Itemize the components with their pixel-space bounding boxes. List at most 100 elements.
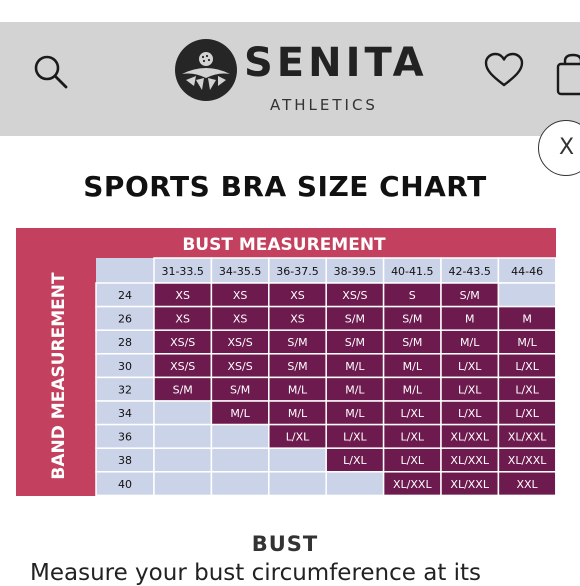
- size-cell-label: L/XL: [401, 454, 425, 467]
- size-cell-label: L/XL: [515, 360, 539, 373]
- band-measurement-header: [16, 258, 96, 496]
- site-header: SENITA ATHLETICS: [0, 22, 580, 136]
- bust-column-label: 34-35.5: [219, 265, 261, 278]
- empty-cell: [153, 423, 213, 449]
- size-cell-label: XL/XXL: [393, 478, 432, 491]
- bust-column-label: 42-43.5: [448, 265, 490, 278]
- size-cell-label: S/M: [402, 313, 422, 326]
- size-cell-label: M/L: [403, 360, 423, 373]
- band-row-label: 36: [118, 431, 132, 444]
- size-cell-label: M/L: [288, 383, 308, 396]
- size-cell-label: XS/S: [227, 336, 252, 349]
- close-button[interactable]: X: [538, 120, 580, 176]
- size-cell-label: S: [409, 289, 416, 302]
- size-cell: [497, 471, 556, 496]
- empty-cell: [153, 471, 213, 496]
- band-row-label: 40: [118, 478, 132, 491]
- size-cell-label: XS: [290, 289, 305, 302]
- size-cell-label: XL/XXL: [450, 431, 489, 444]
- size-cell-label: XS/S: [227, 360, 252, 373]
- size-cell-label: M/L: [403, 383, 423, 396]
- brand-subtitle: ATHLETICS: [270, 96, 378, 114]
- empty-cell: [497, 282, 556, 308]
- size-cell-label: L/XL: [515, 383, 539, 396]
- bust-column-header: [497, 257, 556, 284]
- empty-cell: [268, 447, 327, 473]
- size-cell-label: S/M: [287, 360, 307, 373]
- band-row-label: 34: [118, 407, 132, 420]
- heart-icon[interactable]: [484, 52, 524, 88]
- band-row-label: 24: [118, 289, 132, 302]
- size-cell-label: XL/XXL: [508, 431, 547, 444]
- band-row-label: 38: [118, 454, 132, 467]
- empty-cell: [210, 423, 270, 449]
- size-cell-label: L/XL: [343, 454, 367, 467]
- bust-column-label: 31-33.5: [161, 265, 203, 278]
- size-cell-label: S/M: [460, 289, 480, 302]
- size-cell-label: XS: [233, 313, 248, 326]
- size-cell-label: XS/S: [170, 336, 195, 349]
- section-title: BUST: [251, 532, 319, 556]
- band-measurement-label: BAND MEASUREMENT: [49, 272, 69, 480]
- band-row-label: 28: [118, 336, 132, 349]
- empty-cell: [210, 447, 270, 473]
- size-cell-label: M/L: [345, 360, 365, 373]
- size-cell-label: S/M: [345, 336, 365, 349]
- size-cell-label: M/L: [230, 407, 250, 420]
- size-cell-label: XL/XXL: [508, 454, 547, 467]
- size-cell-label: L/XL: [343, 431, 367, 444]
- size-cell-label: S/M: [173, 383, 193, 396]
- size-cell-label: XS: [290, 313, 305, 326]
- size-cell-label: XL/XXL: [450, 454, 489, 467]
- band-row-label: 26: [118, 313, 132, 326]
- size-cell-label: M/L: [345, 383, 365, 396]
- size-cell-label: L/XL: [515, 407, 539, 420]
- size-cell-label: L/XL: [401, 407, 425, 420]
- brand-logo[interactable]: SENITA ATHLETICS: [172, 34, 424, 124]
- top-strip: [0, 0, 580, 23]
- empty-cell: [153, 400, 213, 426]
- bust-column-label: 36-37.5: [276, 265, 318, 278]
- size-cell-label: XL/XXL: [450, 478, 489, 491]
- size-cell-label: XS: [175, 289, 190, 302]
- size-cell-label: L/XL: [458, 407, 482, 420]
- table-corner: [96, 258, 154, 283]
- size-cell-label: XS: [175, 313, 190, 326]
- empty-cell: [325, 471, 385, 496]
- size-cell-label: S/M: [402, 336, 422, 349]
- size-cell-label: M: [465, 313, 475, 326]
- size-cell-label: M: [522, 313, 532, 326]
- size-cell-label: XS/S: [342, 289, 367, 302]
- bust-column-label: 38-39.5: [334, 265, 376, 278]
- bust-column-label: 44-46: [511, 265, 543, 278]
- measure-instructions: Measure your bust circumference at its: [30, 560, 482, 586]
- size-cell-label: XXL: [516, 478, 538, 491]
- size-cell-label: L/XL: [458, 383, 482, 396]
- lotus-logo-icon: [175, 39, 237, 101]
- band-row-label: 30: [118, 360, 132, 373]
- band-row-label: 32: [118, 383, 132, 396]
- size-cell-label: XS: [233, 289, 248, 302]
- bust-column-label: 40-41.5: [391, 265, 433, 278]
- bust-measurement-label: BUST MEASUREMENT: [182, 235, 386, 255]
- size-cell-label: M/L: [288, 407, 308, 420]
- size-cell-label: L/XL: [286, 431, 310, 444]
- size-cell-label: S/M: [345, 313, 365, 326]
- empty-cell: [153, 447, 213, 473]
- size-cell-label: L/XL: [458, 360, 482, 373]
- size-cell-label: S/M: [230, 383, 250, 396]
- empty-cell: [268, 471, 327, 496]
- page-title: SPORTS BRA SIZE CHART: [83, 170, 487, 203]
- bust-measurement-header: [16, 228, 556, 258]
- size-grid: 31-33.5 34-35.5 36-37.5 38-39.5 40-41.5 42-43…: [95, 257, 556, 496]
- cart-icon[interactable]: [552, 52, 580, 96]
- size-cell-label: M/L: [517, 336, 537, 349]
- empty-cell: [210, 471, 270, 496]
- search-icon[interactable]: [30, 52, 70, 92]
- size-cell-label: L/XL: [401, 431, 425, 444]
- size-cell-label: S/M: [287, 336, 307, 349]
- size-chart-table: BUST MEASUREMENT BAND MEASUREMENT 31-33.…: [16, 228, 556, 496]
- size-cell-label: M/L: [345, 407, 365, 420]
- size-cell-label: M/L: [460, 336, 480, 349]
- size-cell-label: XS/S: [170, 360, 195, 373]
